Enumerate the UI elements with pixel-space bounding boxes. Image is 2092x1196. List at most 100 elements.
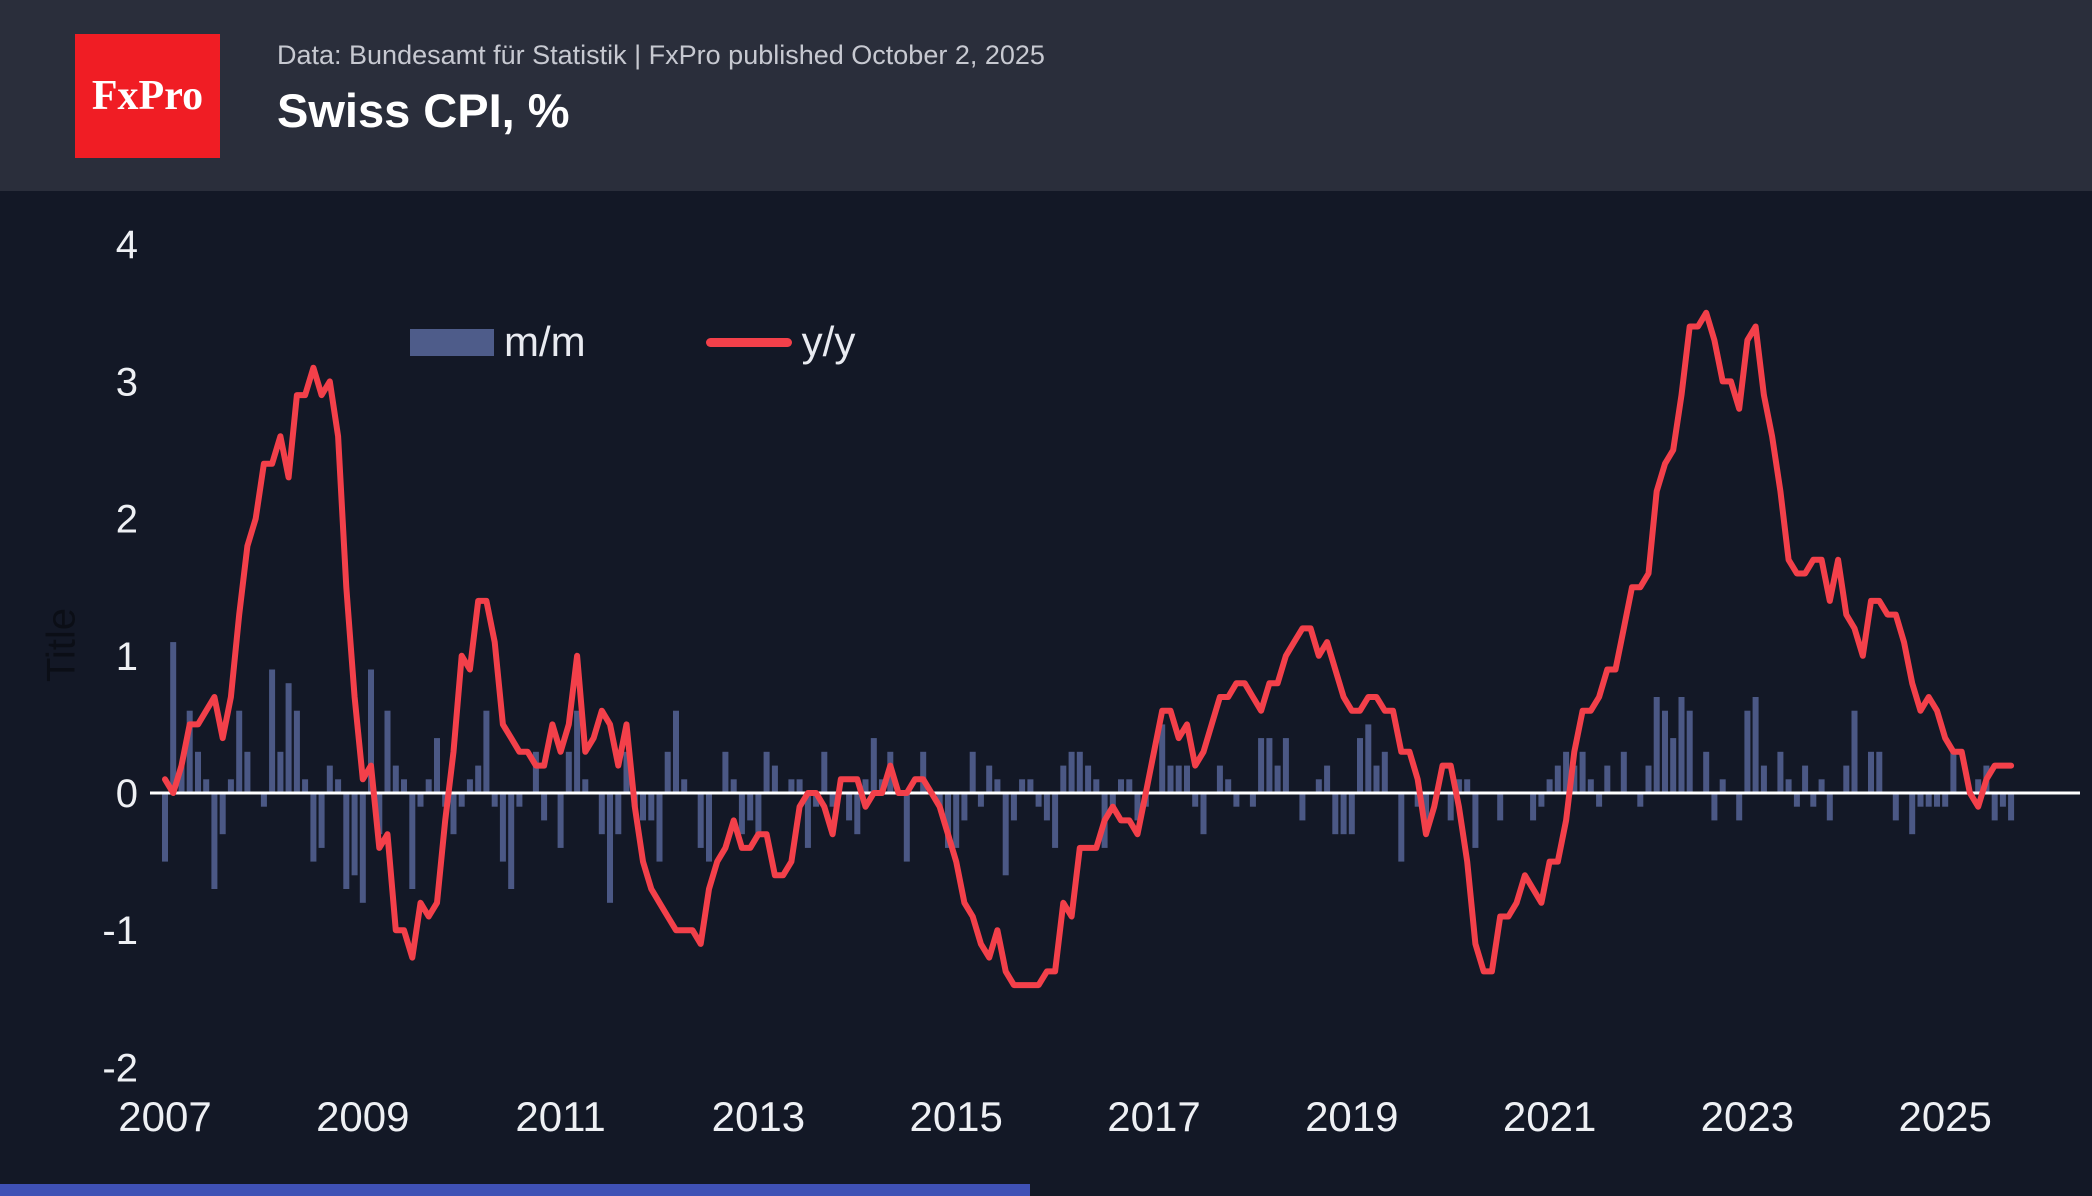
- mm-bar: [1315, 779, 1322, 793]
- mm-bar: [1991, 793, 1998, 821]
- mm-bar: [1159, 724, 1166, 793]
- chart-title: Swiss CPI, %: [277, 84, 570, 137]
- mm-bar: [1175, 765, 1182, 793]
- mm-bar: [1999, 793, 2006, 807]
- mm-bar: [1043, 793, 1050, 821]
- mm-bar: [1472, 793, 1479, 848]
- mm-legend-swatch: [410, 328, 494, 356]
- mm-bar: [1373, 765, 1380, 793]
- mm-bar: [738, 793, 745, 835]
- x-axis-tick-label: 2019: [1305, 1093, 1398, 1140]
- mm-bar: [771, 765, 778, 793]
- mm-bar: [310, 793, 317, 862]
- y-axis-tick-label: 0: [116, 772, 138, 816]
- mm-bar: [615, 793, 622, 835]
- mm-bar: [854, 793, 861, 835]
- mm-bar: [499, 793, 506, 862]
- mm-bar: [227, 779, 234, 793]
- mm-bar: [1052, 793, 1059, 848]
- mm-bar: [1414, 793, 1421, 807]
- mm-bar: [1868, 751, 1874, 793]
- y-axis-tick-label: -2: [102, 1046, 138, 1090]
- mm-bar: [598, 793, 605, 835]
- mm-bar: [1299, 793, 1306, 821]
- mm-bar: [1126, 779, 1133, 793]
- mm-bar: [821, 751, 828, 793]
- mm-bar: [1596, 793, 1603, 807]
- mm-bar: [170, 642, 177, 793]
- mm-bar: [1332, 793, 1339, 835]
- mm-bar: [236, 710, 243, 793]
- mm-bar: [862, 779, 869, 793]
- mm-bar: [516, 793, 523, 807]
- mm-bar: [1777, 751, 1784, 793]
- mm-bar: [1167, 765, 1174, 793]
- footer-accent-bar: [0, 1184, 1030, 1196]
- mm-bar: [1200, 793, 1207, 835]
- mm-bar: [1109, 793, 1116, 807]
- mm-bar: [829, 793, 836, 807]
- mm-bar: [368, 669, 374, 793]
- mm-bar: [1225, 779, 1232, 793]
- mm-bar: [1216, 765, 1223, 793]
- mm-bar: [994, 779, 1001, 793]
- mm-bar: [466, 779, 473, 793]
- mm-bar: [1711, 793, 1718, 821]
- mm-bar: [574, 710, 581, 793]
- mm-bar: [722, 751, 729, 793]
- mm-bar: [409, 793, 416, 889]
- mm-bar: [1497, 793, 1504, 821]
- fxpro-logo: FxPro: [75, 34, 220, 158]
- mm-bar: [969, 751, 976, 793]
- mm-bar: [1340, 793, 1347, 835]
- mm-bar: [804, 793, 811, 848]
- mm-bar: [401, 779, 407, 793]
- mm-bar: [186, 710, 193, 793]
- mm-bar: [384, 710, 391, 793]
- y-axis-tick-label: -1: [102, 909, 138, 953]
- mm-bar: [565, 751, 572, 793]
- header-text-block: Data: Bundesamt für Statistik | FxPro pu…: [277, 40, 1045, 138]
- mm-bar: [961, 793, 968, 821]
- mm-bar: [491, 793, 498, 807]
- mm-bar: [1455, 779, 1462, 793]
- mm-bar: [2008, 793, 2015, 821]
- mm-bar: [1464, 779, 1471, 793]
- mm-bar: [664, 751, 671, 793]
- chart-legend: m/m y/y: [410, 318, 855, 366]
- mm-bar: [730, 779, 737, 793]
- x-axis-tick-label: 2007: [118, 1093, 211, 1140]
- mm-bar: [1381, 751, 1388, 793]
- mm-bar: [1752, 697, 1759, 793]
- mm-bar: [1554, 765, 1561, 793]
- mm-bar: [1645, 765, 1652, 793]
- mm-bar: [557, 793, 564, 848]
- mm-bar: [293, 710, 300, 793]
- mm-bar: [326, 765, 333, 793]
- mm-bar: [277, 751, 284, 793]
- mm-bar: [1027, 779, 1034, 793]
- mm-bar: [1184, 765, 1190, 793]
- mm-bar: [1876, 751, 1883, 793]
- mm-bar: [936, 793, 943, 807]
- x-axis-tick-label: 2009: [316, 1093, 409, 1140]
- mm-bar: [195, 751, 201, 793]
- chart-source-line: Data: Bundesamt für Statistik | FxPro pu…: [277, 40, 1045, 70]
- mm-bar: [697, 793, 704, 848]
- y-axis-tick-label: 3: [116, 360, 138, 404]
- y-axis-tick-label: 4: [116, 223, 138, 267]
- mm-bar: [763, 751, 770, 793]
- mm-bar: [623, 751, 630, 793]
- mm-bar: [351, 793, 358, 876]
- mm-bar: [219, 793, 226, 835]
- mm-bar: [541, 793, 548, 821]
- mm-bar: [1703, 751, 1710, 793]
- mm-bar: [1604, 765, 1611, 793]
- mm-bar: [1019, 779, 1026, 793]
- mm-bar: [1950, 751, 1957, 793]
- mm-bar: [1686, 710, 1693, 793]
- mm-bar: [1076, 751, 1083, 793]
- mm-bar: [1909, 793, 1916, 835]
- mm-bar: [162, 793, 168, 862]
